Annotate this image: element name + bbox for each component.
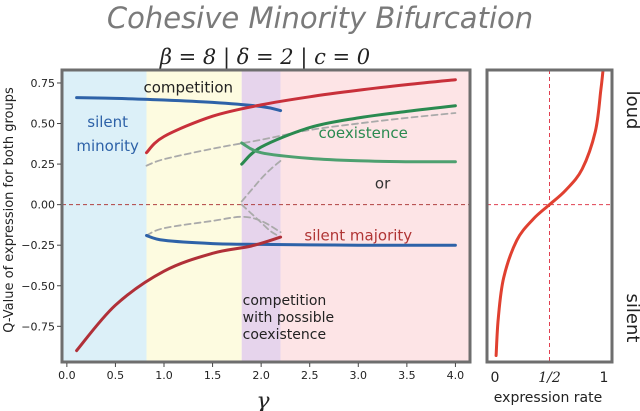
expression-rate-plot: 0 1/2 1 expression rate loud silent (485, 68, 640, 406)
region-2 (241, 70, 281, 362)
silent-minority-label-line2: minority (76, 137, 139, 155)
expression-rate-label: expression rate (494, 390, 602, 406)
region-1 (146, 70, 242, 362)
competition-coexistence-label-line1: competition (243, 293, 327, 309)
stable-branch-2 (240, 104, 457, 166)
y-tick-label-3: 0.00 (31, 199, 56, 212)
region-3 (280, 70, 470, 362)
silent-minority-label-line1: silent (87, 113, 128, 131)
competition-coexistence-label-line3: coexistence (243, 327, 326, 343)
y-tick-label-2: 0.25 (31, 158, 56, 171)
stable-branch-5 (75, 235, 283, 353)
y-tick-label-1: 0.50 (31, 118, 56, 131)
unstable-branch-9 (145, 215, 282, 237)
stable-branch-1 (145, 78, 457, 155)
y-tick-label-4: −0.25 (21, 239, 55, 252)
x-tick-label-1: 0.5 (107, 369, 125, 382)
x-tick-label-8: 4.0 (447, 369, 465, 382)
side-x-tick-1: 1/2 (538, 370, 561, 386)
expression-rate-frame (485, 68, 614, 364)
competition-label: competition (143, 79, 233, 97)
competition-coexistence-label-line2: with possible (243, 310, 334, 326)
chart-subtitle: β = 8 | δ = 2 | c = 0 (159, 45, 370, 70)
x-tick-label-5: 2.5 (301, 369, 319, 382)
annotation-silent-majority: silent majority (304, 226, 412, 244)
x-tick-label-6: 3.0 (350, 369, 368, 382)
x-tick-label-0: 0.0 (58, 369, 76, 382)
main-plot: silentminoritycompetitioncompetitionwith… (2, 68, 472, 411)
stable-branch-4 (145, 234, 457, 247)
unstable-branch-8 (240, 159, 282, 203)
chart-title: Cohesive Minority Bifurcation (107, 1, 533, 35)
sigmoid-curve (494, 70, 605, 357)
region-0 (62, 70, 147, 362)
x-axis-label: γ (256, 389, 270, 411)
x-tick-label-4: 2.0 (252, 369, 270, 382)
side-x-tick-0: 0 (491, 370, 500, 386)
main-plot-frame (60, 68, 472, 364)
x-tick-label-3: 1.5 (204, 369, 222, 382)
annotation-coexistence: coexistence (318, 124, 407, 142)
annotation-or: or (375, 174, 391, 192)
side-x-tick-2: 1 (600, 370, 609, 386)
y-tick-label-6: −0.75 (21, 320, 55, 333)
y-tick-label-0: 0.75 (31, 77, 56, 90)
x-tick-label-7: 3.5 (398, 369, 416, 382)
stable-branch-3 (240, 141, 457, 164)
stable-branch-0 (75, 96, 283, 113)
y-axis-label: Q-Value of expression for both groups (2, 87, 17, 333)
unstable-branch-7 (240, 203, 282, 238)
loud-label: loud (622, 91, 640, 130)
y-tick-label-5: −0.50 (21, 280, 55, 293)
silent-label: silent (622, 294, 640, 343)
x-tick-label-2: 1.0 (155, 369, 173, 382)
